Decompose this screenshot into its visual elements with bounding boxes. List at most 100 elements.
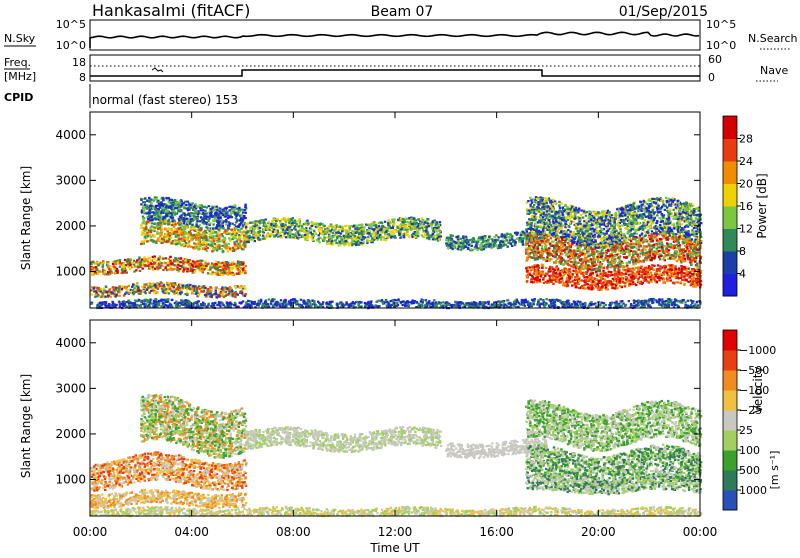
range-gate-cell — [663, 256, 665, 258]
range-gate-cell — [511, 239, 513, 241]
range-gate-cell — [107, 273, 109, 275]
range-gate-cell — [625, 250, 627, 252]
range-gate-cell — [220, 214, 222, 216]
range-gate-cell — [177, 228, 179, 230]
range-gate-cell — [342, 227, 344, 229]
range-gate-cell — [214, 243, 216, 245]
range-gate-cell — [216, 296, 218, 298]
range-gate-cell — [208, 205, 210, 207]
range-gate-cell — [117, 291, 119, 293]
range-gate-cell — [220, 269, 222, 271]
range-gate-cell — [229, 248, 231, 250]
range-gate-cell — [117, 287, 119, 289]
range-gate-cell — [195, 293, 197, 295]
range-gate-cell — [223, 232, 225, 234]
range-gate-cell — [196, 291, 198, 293]
range-gate-cell — [175, 202, 177, 204]
range-gate-cell — [179, 265, 181, 267]
freq-right-tick-bottom: 0 — [708, 71, 715, 84]
range-gate-cell — [239, 243, 241, 245]
range-gate-cell — [301, 225, 303, 227]
range-gate-cell — [187, 201, 189, 203]
range-gate-cell — [254, 240, 256, 242]
range-gate-cell — [155, 264, 157, 266]
range-gate-cell — [168, 227, 170, 229]
range-gate-cell — [177, 204, 179, 206]
range-gate-cell — [331, 226, 333, 228]
range-gate-cell — [163, 262, 165, 264]
nsky-tick-bottom: 10^0 — [56, 39, 86, 52]
range-gate-cell — [147, 212, 149, 214]
range-gate-cell — [147, 261, 149, 263]
range-gate-cell — [148, 257, 150, 259]
range-gate-cell — [424, 234, 426, 236]
range-gate-cell — [676, 244, 678, 246]
range-gate-cell — [214, 248, 216, 250]
range-gate-cell — [144, 204, 146, 206]
range-gate-cell — [241, 233, 243, 235]
range-gate-cell — [578, 268, 580, 270]
range-gate-cell — [101, 292, 103, 294]
range-gate-cell — [666, 254, 668, 256]
range-gate-cell — [182, 262, 184, 264]
range-gate-cell — [391, 235, 393, 237]
range-gate-cell — [123, 294, 125, 296]
range-gate-cell — [187, 222, 189, 224]
range-gate-cell — [187, 207, 189, 209]
range-gate-cell — [206, 292, 208, 294]
range-gate-cell — [183, 244, 185, 246]
range-gate-cell — [205, 235, 207, 237]
range-gate-cell — [96, 287, 98, 289]
range-gate-cell — [182, 260, 184, 262]
range-gate-cell — [411, 234, 413, 236]
range-gate-cell — [152, 287, 154, 289]
range-gate-cell — [232, 208, 234, 210]
range-gate-cell — [126, 289, 128, 291]
range-gate-cell — [156, 226, 158, 228]
range-gate-cell — [190, 234, 192, 236]
range-gate-cell — [414, 228, 416, 230]
range-gate-cell — [646, 254, 648, 256]
range-gate-cell — [191, 290, 193, 292]
range-gate-cell — [254, 225, 256, 227]
range-gate-cell — [210, 286, 212, 288]
range-gate-cell — [230, 267, 232, 269]
range-gate-cell — [114, 272, 116, 274]
range-gate-cell — [171, 199, 173, 201]
range-gate-cell — [151, 284, 153, 286]
range-gate-cell — [283, 217, 285, 219]
range-gate-cell — [406, 231, 408, 233]
range-gate-cell — [378, 225, 380, 227]
range-gate-cell — [206, 263, 208, 265]
range-gate-cell — [223, 270, 225, 272]
range-gate-cell — [162, 212, 164, 214]
cpid-text: normal (fast stereo) 153 — [92, 93, 238, 107]
range-gate-cell — [113, 289, 115, 291]
range-gate-cell — [136, 259, 138, 261]
range-gate-cell — [259, 227, 261, 229]
range-gate-cell — [242, 271, 244, 273]
range-gate-cell — [132, 262, 134, 264]
range-gate-cell — [399, 231, 401, 233]
range-gate-cell — [216, 247, 218, 249]
range-gate-cell — [198, 294, 200, 296]
range-gate-cell — [180, 257, 182, 259]
range-gate-cell — [205, 226, 207, 228]
range-gate-cell — [413, 236, 415, 238]
range-gate-cell — [240, 240, 242, 242]
range-gate-cell — [618, 250, 620, 252]
range-gate-cell — [681, 256, 683, 258]
range-gate-cell — [170, 268, 172, 270]
range-gate-cell — [125, 291, 127, 293]
range-gate-cell — [596, 250, 598, 252]
range-gate-cell — [127, 263, 129, 265]
range-gate-cell — [235, 221, 237, 223]
range-gate-cell — [272, 231, 274, 233]
range-gate-cell — [306, 237, 308, 239]
range-gate-cell — [504, 240, 506, 242]
range-gate-cell — [507, 246, 509, 248]
range-gate-cell — [136, 282, 138, 284]
range-gate-cell — [193, 206, 195, 208]
range-gate-cell — [378, 237, 380, 239]
range-gate-cell — [165, 257, 167, 259]
